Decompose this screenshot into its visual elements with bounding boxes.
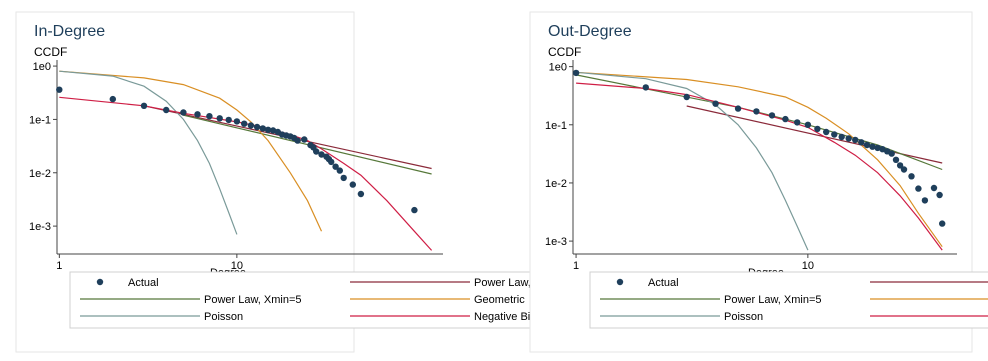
chart-0-data-point xyxy=(216,115,223,122)
chart-1-data-point xyxy=(734,105,742,112)
chart-1-data-point xyxy=(823,128,830,136)
chart-0-x-tick-label: 1 xyxy=(56,260,62,272)
chart-0-data-point xyxy=(163,106,170,114)
chart-1-legend-label: Actual xyxy=(648,277,679,289)
chart-0-legend-label: Poisson xyxy=(204,311,243,323)
chart-1-legend-label: Poisson xyxy=(724,311,763,323)
chart-1-data-point xyxy=(768,112,776,119)
chart-0-data-point xyxy=(301,136,308,143)
chart-1-data-point xyxy=(845,135,852,142)
chart-0-data-point xyxy=(318,151,325,158)
chart-0-data-point xyxy=(109,95,117,103)
chart-0-legend-label: Actual xyxy=(128,277,159,289)
chart-0-data-point xyxy=(225,116,232,124)
chart-0-series-line-3 xyxy=(59,70,323,232)
in-degree-panel: In-Degree CCDF Degree 1e01e-11e-21e-3110… xyxy=(15,11,617,353)
chart-1-data-point xyxy=(915,185,922,192)
chart-1-data-point xyxy=(874,144,881,152)
chart-1-data-point xyxy=(782,115,789,123)
chart-0-data-point xyxy=(233,118,241,125)
chart-0-data-point xyxy=(247,122,255,129)
chart-1-data-point xyxy=(838,133,845,141)
chart-0-data-point xyxy=(313,148,320,155)
chart-0-legend-label: Power Law, Xmin=5 xyxy=(204,294,302,306)
chart-1-legend-marker xyxy=(616,278,624,286)
chart-1-data-point xyxy=(858,139,865,146)
chart-1-data-point xyxy=(572,69,580,77)
chart-1-y-tick-label: 1e-2 xyxy=(545,178,567,190)
chart-0-y-tick-label: 1e-3 xyxy=(29,221,51,233)
chart-1-data-point xyxy=(863,141,871,149)
chart-1-y-tick-label: 1e0 xyxy=(549,62,567,74)
chart-0-data-point xyxy=(328,158,335,166)
chart-0-data-point xyxy=(336,167,343,174)
chart-1-data-point xyxy=(896,162,904,169)
chart-1-series-line-5 xyxy=(576,82,943,251)
chart-0-legend-marker xyxy=(96,278,104,286)
chart-1-data-point xyxy=(939,220,946,227)
chart-0-data-point xyxy=(264,126,272,133)
chart-0-legend-frame xyxy=(69,271,617,329)
chart-1-series-line-3 xyxy=(576,71,943,248)
chart-1-data-point xyxy=(642,84,649,91)
chart-0-data-point xyxy=(56,86,63,93)
chart-1-y-tick-label: 1e-1 xyxy=(545,120,567,132)
chart-1-data-point xyxy=(683,93,690,101)
chart-0-x-tick-label: 10 xyxy=(231,260,243,272)
chart-0-y-tick-label: 1e0 xyxy=(33,61,51,73)
chart-1-data-point xyxy=(936,191,943,199)
chart-1-data-point xyxy=(814,125,821,133)
out-degree-panel: Out-Degree CCDF Degree 1e01e-11e-21e-311… xyxy=(529,11,988,353)
chart-1-series-line-4 xyxy=(576,71,809,251)
chart-1-data-point xyxy=(794,119,801,126)
chart-0-data-point xyxy=(241,120,248,127)
chart-1-x-tick-label: 1 xyxy=(573,260,579,272)
chart-1-data-point xyxy=(869,143,876,150)
chart-0-data-point xyxy=(194,111,201,118)
in-degree-y-axis-label: CCDF xyxy=(34,45,67,59)
chart-0-y-tick-label: 1e-1 xyxy=(29,114,51,126)
chart-0-data-point xyxy=(259,125,266,132)
chart-0-data-point xyxy=(332,163,339,170)
chart-0-data-point xyxy=(206,113,213,120)
chart-0-data-point xyxy=(357,190,365,198)
chart-0-data-point xyxy=(340,174,347,182)
chart-0-series-line-4 xyxy=(59,70,238,235)
chart-1-data-point xyxy=(852,136,859,144)
chart-1-data-point xyxy=(831,131,838,138)
chart-1-data-point xyxy=(921,197,929,204)
chart-1-data-point xyxy=(892,156,900,163)
chart-1-legend-label: Power Law, Xmin=5 xyxy=(724,294,822,306)
chart-1-data-point xyxy=(900,166,908,173)
chart-1-y-tick-label: 1e-3 xyxy=(545,236,567,248)
chart-0-data-point xyxy=(180,109,187,116)
chart-1-data-point xyxy=(888,150,895,157)
chart-1-data-point xyxy=(753,108,760,115)
chart-0-data-point xyxy=(253,123,261,131)
chart-0-legend-label: Geometric xyxy=(474,294,525,306)
chart-1-legend-frame xyxy=(589,271,988,329)
chart-1-data-point xyxy=(804,121,812,128)
chart-0-data-point xyxy=(411,206,418,214)
chart-0-y-tick-label: 1e-2 xyxy=(29,168,51,180)
chart-0-data-point xyxy=(294,137,301,144)
out-degree-y-axis-label: CCDF xyxy=(548,45,581,59)
out-degree-title: Out-Degree xyxy=(548,23,632,40)
chart-0-data-point xyxy=(349,181,356,188)
chart-1-data-point xyxy=(908,173,915,180)
chart-1-data-point xyxy=(712,100,719,107)
chart-1-x-tick-label: 10 xyxy=(802,260,814,272)
chart-0-data-point xyxy=(140,102,148,110)
in-degree-title: In-Degree xyxy=(34,23,105,40)
chart-1-data-point xyxy=(930,184,938,192)
